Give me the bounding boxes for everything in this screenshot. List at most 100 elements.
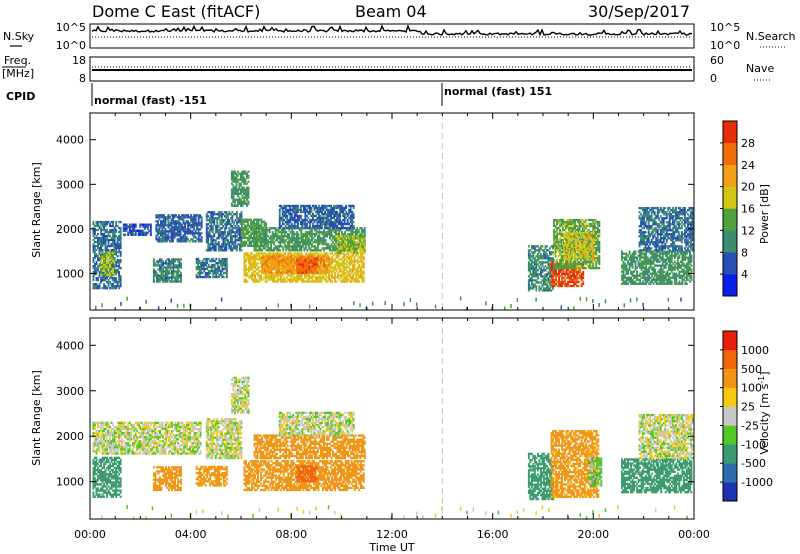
data-cell xyxy=(197,218,200,221)
data-cell xyxy=(98,265,101,268)
data-cell xyxy=(253,220,255,223)
data-cell xyxy=(278,278,281,281)
data-cell xyxy=(104,279,107,282)
data-cell xyxy=(104,255,107,258)
data-cell xyxy=(316,263,318,266)
data-cell xyxy=(288,247,291,250)
data-cell xyxy=(169,260,172,263)
data-cell xyxy=(254,218,257,221)
data-cell xyxy=(252,264,255,267)
data-cell xyxy=(216,261,219,265)
data-cell xyxy=(94,236,96,240)
data-cell xyxy=(112,238,114,242)
data-cell xyxy=(225,243,228,246)
data-cell xyxy=(287,222,290,226)
data-cell xyxy=(291,274,294,277)
data-cell xyxy=(116,242,119,246)
data-cell xyxy=(107,238,110,242)
data-cell xyxy=(260,262,262,265)
data-cell xyxy=(343,220,346,224)
data-cell xyxy=(346,220,349,224)
data-cell xyxy=(95,273,98,276)
data-cell xyxy=(170,222,173,225)
data-cell xyxy=(532,253,535,256)
data-cell xyxy=(241,176,244,179)
data-cell xyxy=(213,249,216,252)
data-cell xyxy=(152,262,155,265)
data-cell xyxy=(356,278,359,281)
data-cell xyxy=(182,226,185,229)
data-cell xyxy=(347,235,350,238)
data-cell xyxy=(124,229,127,232)
data-cell xyxy=(317,245,319,248)
data-cell xyxy=(204,261,207,265)
data-cell xyxy=(533,283,536,286)
data-cell xyxy=(172,228,174,231)
data-cell xyxy=(238,202,241,205)
data-cell xyxy=(160,268,163,271)
data-cell xyxy=(195,261,198,265)
data-cell xyxy=(92,287,95,290)
data-cell xyxy=(339,216,342,220)
data-cell xyxy=(201,263,204,267)
data-cell xyxy=(170,232,173,235)
data-cell xyxy=(174,280,176,283)
data-cell xyxy=(358,264,361,267)
data-cell xyxy=(103,283,105,286)
data-cell xyxy=(270,271,273,274)
data-cell xyxy=(149,223,152,226)
data-cell xyxy=(535,261,538,264)
data-cell xyxy=(92,277,95,280)
data-cell xyxy=(243,272,246,275)
data-cell xyxy=(109,251,111,254)
data-cell xyxy=(326,280,329,283)
data-cell xyxy=(346,218,349,222)
data-cell xyxy=(317,247,319,250)
data-cell xyxy=(556,263,558,266)
data-cell xyxy=(103,253,105,256)
data-cell xyxy=(164,222,167,225)
data-cell xyxy=(175,220,177,223)
data-cell xyxy=(109,265,111,268)
data-cell xyxy=(213,233,216,236)
data-cell xyxy=(300,249,303,252)
data-cell xyxy=(241,180,244,183)
data-cell xyxy=(182,228,185,231)
data-cell xyxy=(309,204,311,208)
data-cell xyxy=(160,224,162,227)
data-cell xyxy=(167,216,170,219)
data-cell xyxy=(187,224,189,227)
data-cell xyxy=(237,225,240,228)
data-cell xyxy=(219,231,222,234)
data-cell xyxy=(92,250,95,254)
data-cell xyxy=(231,239,234,242)
data-cell xyxy=(182,238,185,241)
data-cell xyxy=(219,247,222,250)
data-cell xyxy=(252,278,255,281)
data-cell xyxy=(352,224,355,228)
data-cell xyxy=(115,265,118,268)
freq-label: Freq. xyxy=(4,54,31,67)
data-cell xyxy=(100,263,102,266)
data-cell xyxy=(330,239,333,242)
data-cell xyxy=(223,239,226,242)
data-cell xyxy=(327,261,330,264)
data-cell xyxy=(94,287,96,290)
data-cell xyxy=(250,220,252,223)
data-cell xyxy=(255,262,258,265)
data-cell xyxy=(145,223,148,226)
data-cell xyxy=(118,238,121,242)
data-cell xyxy=(352,274,355,277)
data-cell xyxy=(172,218,174,221)
data-cell xyxy=(214,217,217,220)
data-cell xyxy=(200,218,203,221)
data-cell xyxy=(104,285,107,288)
data-cell xyxy=(245,270,247,273)
data-cell xyxy=(556,234,558,238)
data-cell xyxy=(230,188,233,191)
data-cell xyxy=(241,234,243,237)
data-cell xyxy=(262,245,265,248)
data-cell xyxy=(219,269,222,273)
data-cell xyxy=(116,281,119,284)
data-cell xyxy=(149,229,152,232)
